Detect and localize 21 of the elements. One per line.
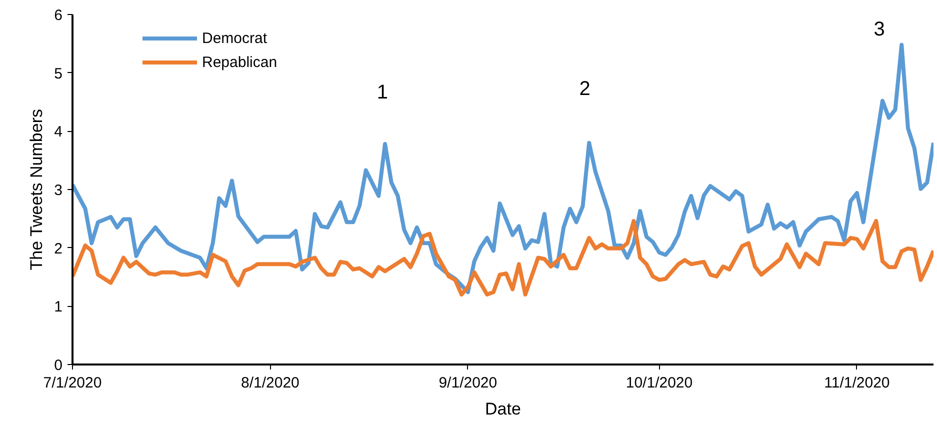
annotation: 3: [874, 18, 885, 40]
line-series: [72, 219, 934, 296]
annotation: 2: [579, 78, 590, 100]
legend-label: Democrat: [202, 30, 268, 46]
x-tick-label: 9/1/2020: [438, 374, 498, 392]
y-tick-label: 3: [54, 182, 62, 199]
x-tick-label: 10/1/2020: [626, 374, 693, 392]
x-tick-label: 8/1/2020: [241, 374, 300, 392]
y-tick-label: 1: [54, 298, 62, 316]
y-tick-label: 0: [54, 357, 62, 374]
y-tick-label: 5: [54, 65, 62, 82]
line-series: [72, 42, 934, 294]
y-tick-label: 4: [54, 124, 62, 141]
legend-label: Repablican: [202, 54, 278, 70]
x-tick-label: 7/1/2020: [43, 374, 102, 392]
y-tick-label: 6: [54, 7, 62, 24]
x-axis-title: Date: [485, 400, 521, 418]
x-tick-label: 11/1/2020: [824, 374, 890, 392]
y-tick-label: 2: [54, 240, 62, 258]
y-axis-title: The Tweets Numbers: [27, 109, 46, 270]
annotation: 1: [376, 82, 388, 104]
